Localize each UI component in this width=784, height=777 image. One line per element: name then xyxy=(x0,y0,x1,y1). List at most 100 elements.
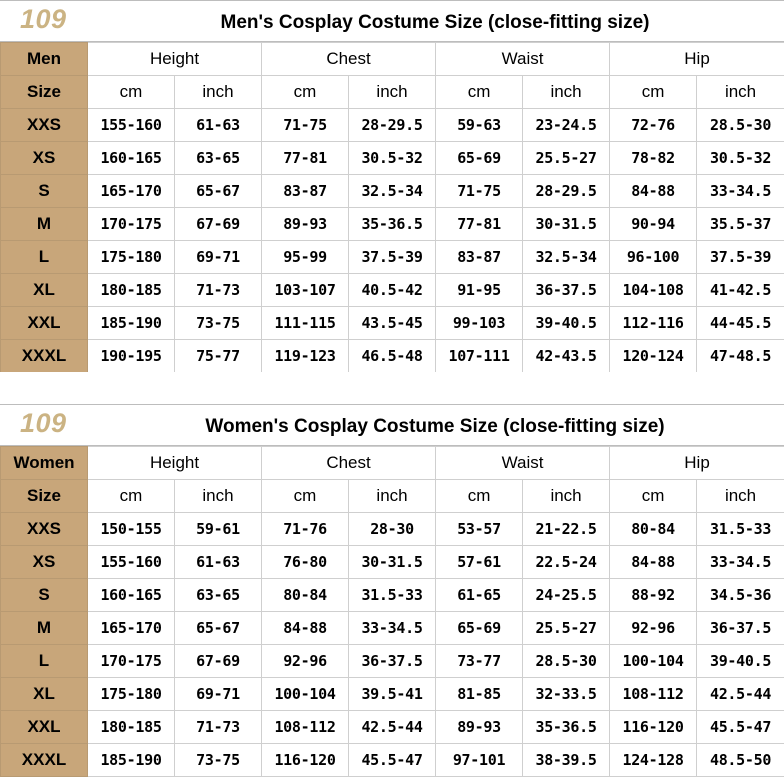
table-cell: 165-170 xyxy=(88,612,175,645)
table-cell: 83-87 xyxy=(436,241,523,274)
table-cell: 150-155 xyxy=(88,513,175,546)
table-cell: 31.5-33 xyxy=(349,579,436,612)
table-cell: 73-77 xyxy=(436,645,523,678)
table-cell: 39-40.5 xyxy=(697,645,784,678)
men-size-chart: 109 Men's Cosplay Costume Size (close-fi… xyxy=(0,0,784,373)
table-cell: 32-33.5 xyxy=(523,678,610,711)
table-cell: 30.5-32 xyxy=(349,142,436,175)
table-cell: 28-30 xyxy=(349,513,436,546)
size-label: XXS xyxy=(1,109,88,142)
table-cell: 92-96 xyxy=(610,612,697,645)
women-title-row: 109 Women's Cosplay Costume Size (close-… xyxy=(0,404,784,446)
table-cell: 37.5-39 xyxy=(697,241,784,274)
table-cell: 71-75 xyxy=(436,175,523,208)
measurement-group-header: Chest xyxy=(262,447,436,480)
table-cell: 77-81 xyxy=(262,142,349,175)
table-cell: 71-73 xyxy=(175,274,262,307)
table-cell: 84-88 xyxy=(610,175,697,208)
gender-label: Men xyxy=(1,43,88,76)
table-cell: 61-63 xyxy=(175,109,262,142)
table-cell: 180-185 xyxy=(88,711,175,744)
table-cell: 67-69 xyxy=(175,208,262,241)
measurement-group-header: Hip xyxy=(610,43,784,76)
measurement-group-header: Height xyxy=(88,43,262,76)
unit-header: inch xyxy=(349,76,436,109)
table-cell: 45.5-47 xyxy=(697,711,784,744)
size-label: XXXL xyxy=(1,744,88,777)
table-cell: 37.5-39 xyxy=(349,241,436,274)
size-label: XL xyxy=(1,274,88,307)
measurement-group-header: Hip xyxy=(610,447,784,480)
table-cell: 22.5-24 xyxy=(523,546,610,579)
table-cell: 61-63 xyxy=(175,546,262,579)
table-cell: 76-80 xyxy=(262,546,349,579)
table-cell: 111-115 xyxy=(262,307,349,340)
table-cell: 170-175 xyxy=(88,208,175,241)
table-cell: 47-48.5 xyxy=(697,340,784,373)
table-cell: 71-73 xyxy=(175,711,262,744)
table-cell: 35-36.5 xyxy=(349,208,436,241)
unit-header: inch xyxy=(175,76,262,109)
table-cell: 39.5-41 xyxy=(349,678,436,711)
table-cell: 46.5-48 xyxy=(349,340,436,373)
table-cell: 103-107 xyxy=(262,274,349,307)
table-cell: 36-37.5 xyxy=(523,274,610,307)
table-cell: 124-128 xyxy=(610,744,697,777)
table-cell: 67-69 xyxy=(175,645,262,678)
table-cell: 92-96 xyxy=(262,645,349,678)
table-cell: 96-100 xyxy=(610,241,697,274)
table-cell: 97-101 xyxy=(436,744,523,777)
table-cell: 119-123 xyxy=(262,340,349,373)
table-cell: 72-76 xyxy=(610,109,697,142)
size-label: S xyxy=(1,579,88,612)
measurement-group-header: Waist xyxy=(436,43,610,76)
table-cell: 32.5-34 xyxy=(523,241,610,274)
table-cell: 107-111 xyxy=(436,340,523,373)
women-size-chart: 109 Women's Cosplay Costume Size (close-… xyxy=(0,404,784,777)
size-label: L xyxy=(1,645,88,678)
table-cell: 42.5-44 xyxy=(349,711,436,744)
unit-header: cm xyxy=(610,76,697,109)
table-cell: 59-63 xyxy=(436,109,523,142)
table-cell: 69-71 xyxy=(175,678,262,711)
table-cell: 42.5-44 xyxy=(697,678,784,711)
table-cell: 65-67 xyxy=(175,175,262,208)
table-cell: 65-69 xyxy=(436,142,523,175)
table-cell: 77-81 xyxy=(436,208,523,241)
table-cell: 90-94 xyxy=(610,208,697,241)
table-cell: 71-75 xyxy=(262,109,349,142)
unit-header: cm xyxy=(262,76,349,109)
size-label: XXL xyxy=(1,307,88,340)
table-cell: 65-69 xyxy=(436,612,523,645)
size-label: M xyxy=(1,208,88,241)
table-cell: 42-43.5 xyxy=(523,340,610,373)
size-column-label: Size xyxy=(1,480,88,513)
unit-header: cm xyxy=(88,76,175,109)
table-cell: 104-108 xyxy=(610,274,697,307)
table-cell: 112-116 xyxy=(610,307,697,340)
table-cell: 25.5-27 xyxy=(523,612,610,645)
table-cell: 116-120 xyxy=(610,711,697,744)
brand-badge: 109 xyxy=(0,405,86,445)
unit-header: inch xyxy=(697,480,784,513)
table-cell: 28-29.5 xyxy=(349,109,436,142)
table-cell: 160-165 xyxy=(88,579,175,612)
table-cell: 57-61 xyxy=(436,546,523,579)
table-cell: 190-195 xyxy=(88,340,175,373)
table-cell: 175-180 xyxy=(88,678,175,711)
measurement-group-header: Height xyxy=(88,447,262,480)
unit-header: inch xyxy=(523,480,610,513)
table-cell: 83-87 xyxy=(262,175,349,208)
table-cell: 44-45.5 xyxy=(697,307,784,340)
table-cell: 32.5-34 xyxy=(349,175,436,208)
table-cell: 75-77 xyxy=(175,340,262,373)
